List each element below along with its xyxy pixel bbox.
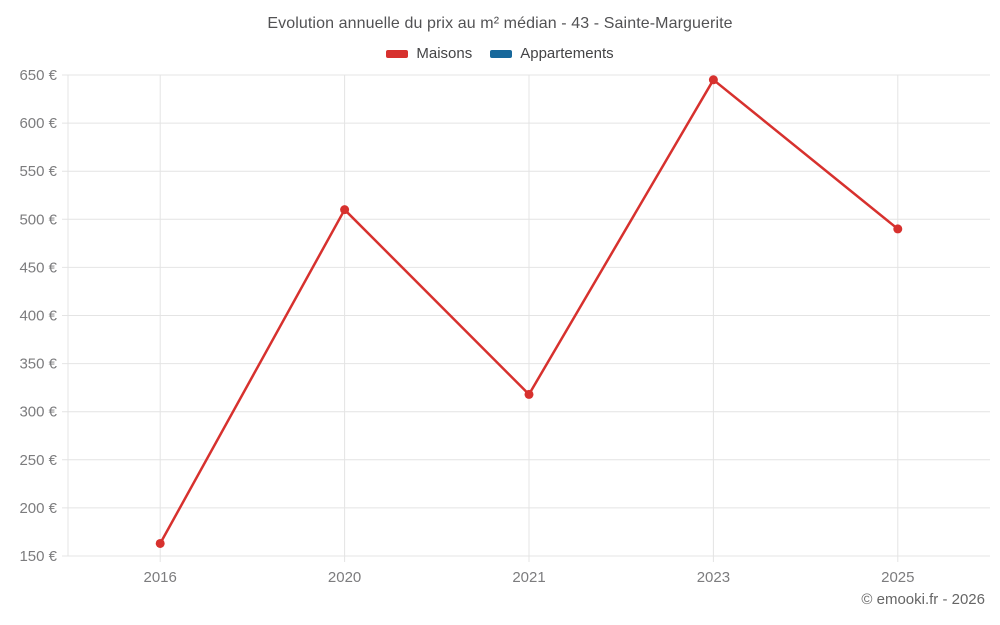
copyright-credit: © emooki.fr - 2026 — [861, 591, 985, 608]
data-point-maisons — [340, 205, 350, 215]
y-tick-label: 400 € — [19, 308, 57, 325]
data-point-maisons — [708, 75, 718, 85]
y-tick-label: 300 € — [19, 404, 57, 421]
data-point-maisons — [524, 389, 534, 399]
y-tick-label: 350 € — [19, 356, 57, 373]
data-point-maisons — [155, 538, 165, 548]
legend-item-maisons[interactable]: Maisons — [386, 45, 472, 62]
data-point-maisons — [893, 224, 903, 234]
legend-label-appartements: Appartements — [520, 45, 614, 62]
chart-legend: Maisons Appartements — [0, 45, 1000, 62]
x-tick-label: 2016 — [144, 569, 177, 586]
y-tick-label: 150 € — [19, 548, 57, 565]
appartements-series-swatch-icon — [490, 49, 513, 58]
y-tick-label: 250 € — [19, 452, 57, 469]
x-tick-label: 2020 — [328, 569, 361, 586]
maisons-series-swatch-icon — [386, 49, 409, 58]
y-tick-label: 550 € — [19, 163, 57, 180]
y-tick-label: 450 € — [19, 259, 57, 276]
x-tick-label: 2021 — [512, 569, 545, 586]
chart-title: Evolution annuelle du prix au m² médian … — [267, 15, 733, 32]
x-tick-label: 2025 — [881, 569, 914, 586]
y-tick-label: 200 € — [19, 500, 57, 517]
legend-item-appartements[interactable]: Appartements — [490, 45, 614, 62]
y-tick-label: 500 € — [19, 211, 57, 228]
y-tick-label: 600 € — [19, 115, 57, 132]
y-tick-label: 650 € — [19, 67, 57, 84]
x-tick-label: 2023 — [697, 569, 730, 586]
legend-label-maisons: Maisons — [416, 45, 473, 62]
